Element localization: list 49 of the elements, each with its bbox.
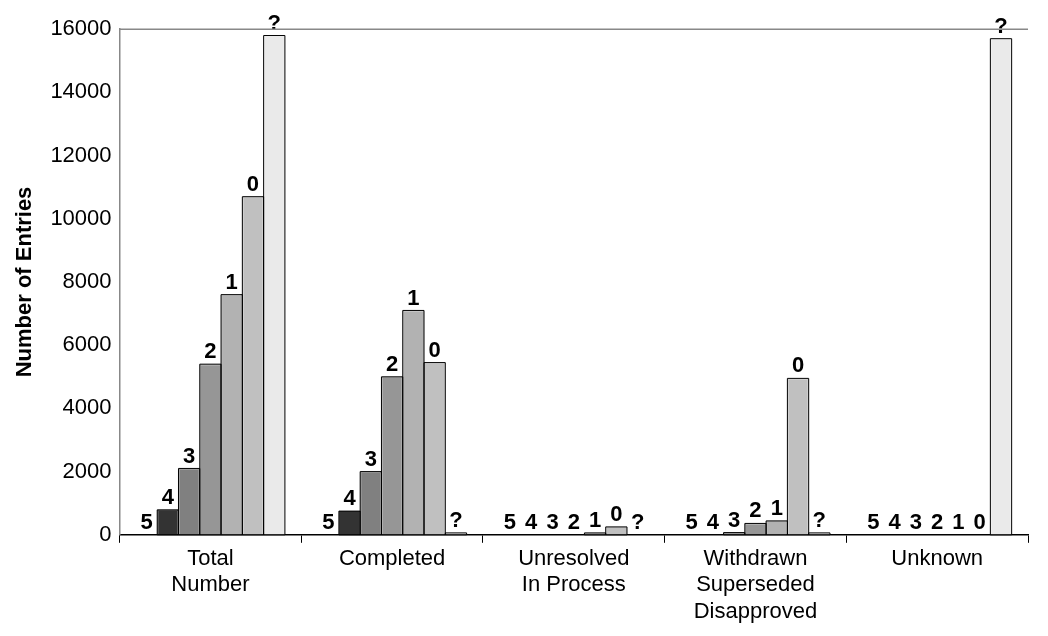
text: ? (812, 506, 827, 532)
y-tick-label: 12000 (50, 141, 112, 167)
text: 5 (503, 508, 517, 534)
text: 4 (525, 508, 538, 534)
series-label: 4 (706, 508, 720, 534)
text: 0 (791, 352, 805, 378)
text: 1 (225, 268, 238, 294)
text: 0 (428, 336, 441, 362)
text: 1 (952, 508, 965, 534)
text: 2 (204, 338, 217, 364)
x-tick-label: Completed (338, 545, 446, 571)
series-label: 3 (183, 442, 196, 468)
y-tick-label: 4000 (62, 394, 112, 420)
x-tick-label: Unknown (891, 545, 984, 571)
x-tick-label: Unresolved In Process (518, 545, 630, 597)
text: ? (994, 12, 1008, 38)
y-tick-label: 16000 (50, 15, 112, 41)
series-label: ? (449, 506, 463, 532)
text: ? (630, 508, 645, 534)
text: 5 (322, 508, 335, 534)
text: 1 (770, 494, 783, 520)
text: 4 (343, 485, 356, 511)
series-label: 0 (610, 500, 623, 526)
text: 1 (407, 284, 420, 310)
text: 4 (888, 508, 901, 534)
text: 5 (685, 508, 698, 534)
text: 4 (161, 483, 174, 509)
y-tick-label: 6000 (62, 331, 112, 357)
legend-label: 5 (140, 508, 153, 534)
series-label: 2 (749, 497, 762, 523)
text: 2 (567, 508, 580, 534)
y-axis-title: Number of Entries (11, 186, 37, 378)
text: 3 (364, 445, 377, 471)
text: 3 (909, 508, 922, 534)
x-tick-label: Total Number (171, 545, 250, 597)
text: 2 (385, 350, 399, 376)
y-tick-label: 10000 (50, 204, 112, 230)
y-tick-label: 0 (99, 520, 112, 546)
text: 5 (867, 508, 880, 534)
y-tick-label: 8000 (62, 268, 112, 294)
text: 3 (546, 508, 559, 534)
series-label: 1 (588, 506, 602, 532)
x-tick-label: Withdrawn Superseded Disapproved (693, 545, 818, 623)
y-tick-label: 2000 (62, 457, 112, 483)
y-tick-label: 14000 (50, 78, 112, 104)
text: 0 (973, 508, 986, 534)
text: 2 (931, 508, 944, 534)
text: 3 (728, 506, 741, 532)
text: 0 (246, 170, 260, 196)
